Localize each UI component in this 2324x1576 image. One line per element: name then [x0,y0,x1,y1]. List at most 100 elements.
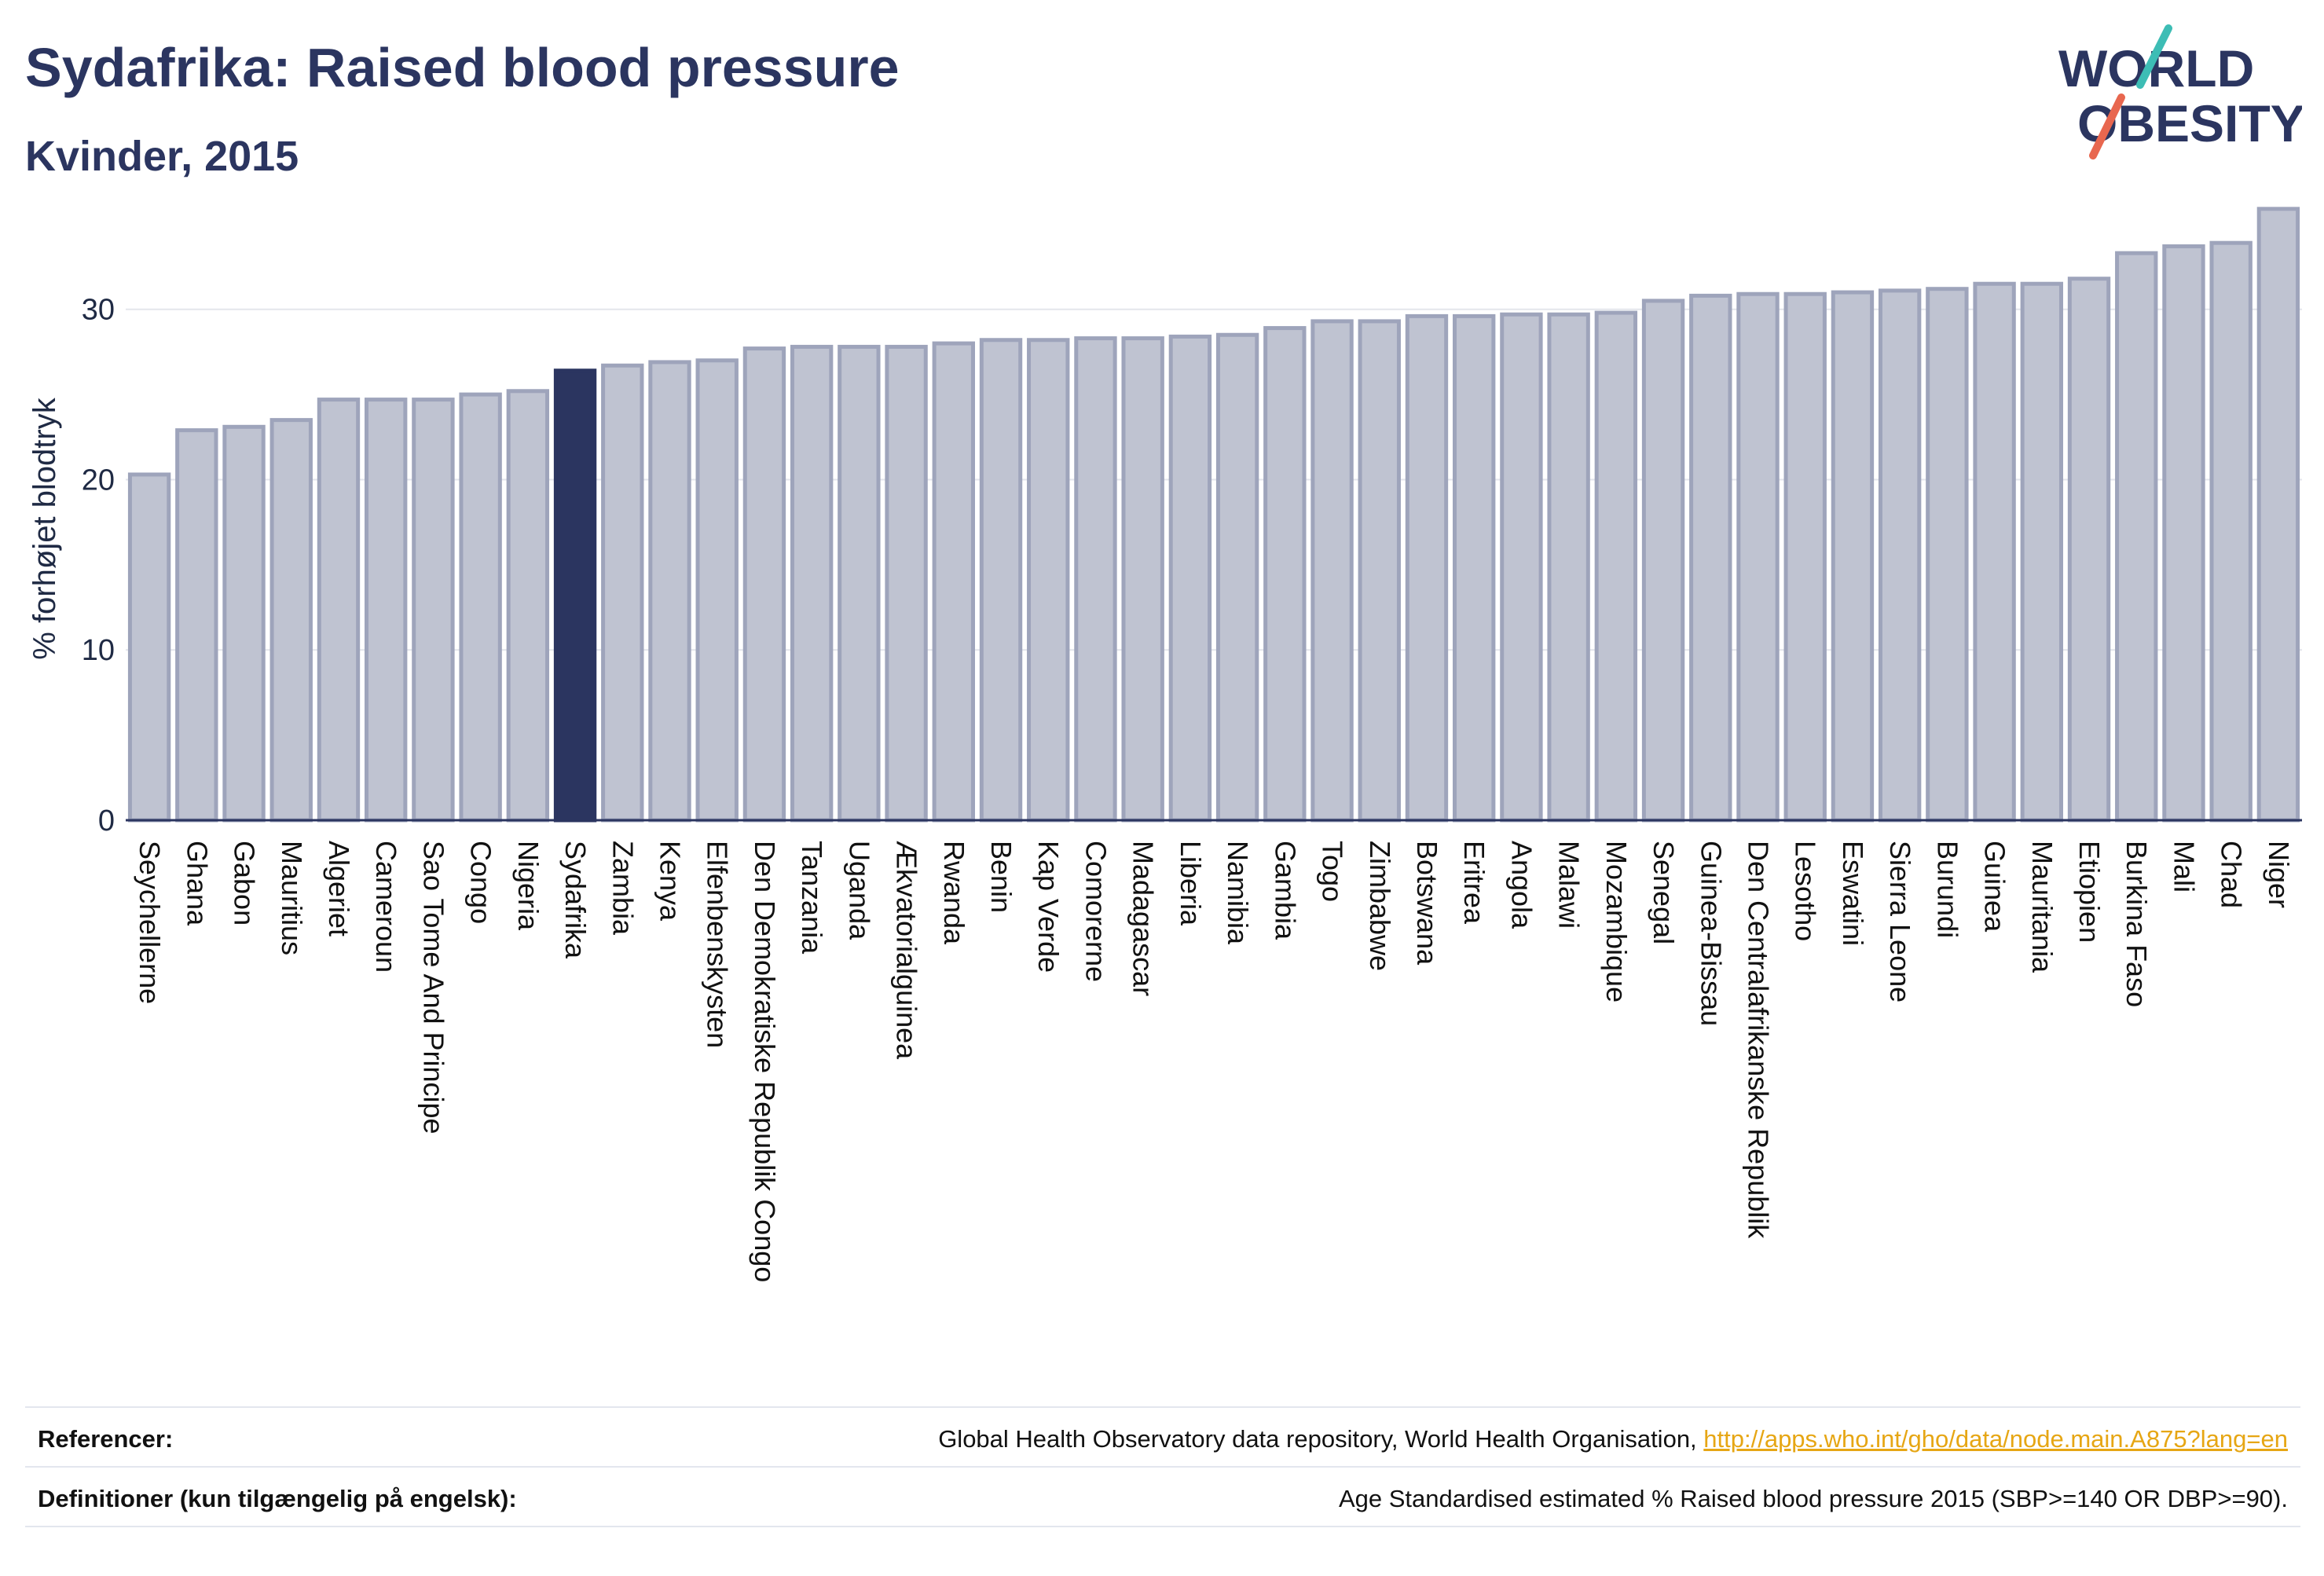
x-tick-label: Gabon [229,841,261,925]
x-tick-label: Kenya [654,841,687,922]
bar [1074,336,1117,823]
x-tick-label: Zimbabwe [1364,841,1396,971]
bar [175,428,218,823]
bar [1168,334,1212,823]
bar [1926,287,1969,823]
bar [695,358,739,823]
bar [1405,313,1449,823]
bar [222,424,266,823]
y-axis-label: % forhøjet blodtryk [27,397,62,659]
references-link[interactable]: http://apps.who.int/gho/data/node.main.A… [1703,1425,2288,1453]
y-axis-ticks: 0 10 20 30 [82,294,115,837]
x-tick-label: Sao Tome And Principe [417,841,449,1134]
definitions-row: Definitioner (kun tilgængelig på engelsk… [25,1466,2300,1527]
x-tick-label: Ghana [181,841,213,926]
x-axis-ticks: Seychellerne Ghana Gabon Mauritius Algeriet C… [134,841,2295,1282]
x-tick-label: Eritrea [1458,841,1490,925]
x-tick-label: Eswatini [1837,841,1869,946]
x-tick-label: Sierra Leone [1884,841,1916,1002]
bar [1310,319,1354,823]
bar [1547,312,1590,823]
bar [2067,277,2111,823]
x-tick-label: Chad [2216,841,2248,908]
x-tick-label: Burkina Faso [2121,841,2153,1007]
x-tick-label: Mauritania [2026,841,2058,973]
x-tick-label: Seychellerne [134,841,166,1004]
logo-slash-top-icon [2136,24,2172,89]
bar [1215,332,1259,823]
footer-divider [25,1526,2300,1527]
bar-chart: 0 10 20 30 Seychellerne Ghana Gabon Mauritius A… [27,207,2302,1282]
x-tick-label: Uganda [843,841,875,940]
bar [127,472,171,823]
bar [412,398,455,823]
bar [317,398,361,823]
bar [1689,293,1732,823]
bar [506,389,550,823]
bar [1736,291,1780,823]
x-tick-label: Togo [1317,841,1349,902]
references-row: Referencer: Global Health Observatory da… [25,1406,2300,1468]
bar [269,418,313,823]
bar [2256,207,2300,823]
x-tick-label: Lesotho [1790,841,1822,941]
x-tick-label: Sydafrika [559,841,592,959]
x-tick-label: Mozambique [1600,841,1633,1002]
x-tick-label: Mauritius [276,841,308,955]
x-tick-label: Benin [985,841,1017,913]
x-tick-label: Botswana [1411,841,1443,966]
bar [979,338,1023,823]
x-tick-label: Burundi [1931,841,1963,938]
x-tick-label: Namibia [1222,841,1254,945]
bar [648,360,691,823]
chart-bars [127,207,2300,823]
bar [601,363,644,823]
x-tick-label: Gambia [1269,841,1301,940]
logo-slash-bottom-icon [2089,93,2125,159]
x-tick-label: Guinea-Bissau [1695,841,1727,1026]
x-tick-label: Senegal [1648,841,1680,944]
bar [838,344,881,823]
bar [2162,244,2205,823]
references-text: Global Health Observatory data repositor… [938,1425,1704,1453]
bar [1594,310,1638,823]
world-obesity-logo: WORLD OBESITY [2043,24,2305,173]
x-tick-label: Kap Verde [1032,841,1065,973]
x-tick-label: Tanzania [796,841,828,955]
x-tick-label: Malawi [1553,841,1585,929]
x-tick-label: Angola [1505,841,1538,929]
bar [1263,326,1307,823]
x-tick-label: Comorerne [1080,841,1112,982]
x-tick-label: Mali [2168,841,2200,892]
x-tick-label: Nigeria [512,841,544,931]
bar [1121,336,1164,823]
bar [790,344,834,823]
bar [1641,299,1685,823]
x-tick-label: Den Centralafrikanske Republik [1743,841,1775,1239]
x-tick-label: Cameroun [370,841,402,973]
bar [885,344,928,823]
bar [1973,281,2016,823]
x-tick-label: Zambia [607,841,639,936]
definitions-value: Age Standardised estimated % Raised bloo… [1338,1485,2288,1512]
x-tick-label: Niger [2263,841,2295,908]
y-tick-label: 20 [82,464,115,497]
x-tick-label: Algeriet [323,841,355,936]
y-tick-label: 30 [82,294,115,327]
page-subtitle: Kvinder, 2015 [25,133,299,180]
bar [365,398,408,823]
x-tick-label: Congo [465,841,497,924]
bar [459,392,502,823]
y-tick-label: 10 [82,634,115,667]
bar [2209,240,2253,823]
bar [1500,312,1543,823]
bar [1831,290,1875,823]
x-tick-label: Den Demokratiske Republik Congo [749,841,781,1282]
y-tick-label: 0 [98,804,115,837]
bar [2115,251,2158,823]
bar [1878,288,1922,823]
bar [932,341,975,823]
bar [742,346,786,823]
x-tick-label: Ækvatorialguinea [891,841,923,1060]
bar [1453,313,1496,823]
